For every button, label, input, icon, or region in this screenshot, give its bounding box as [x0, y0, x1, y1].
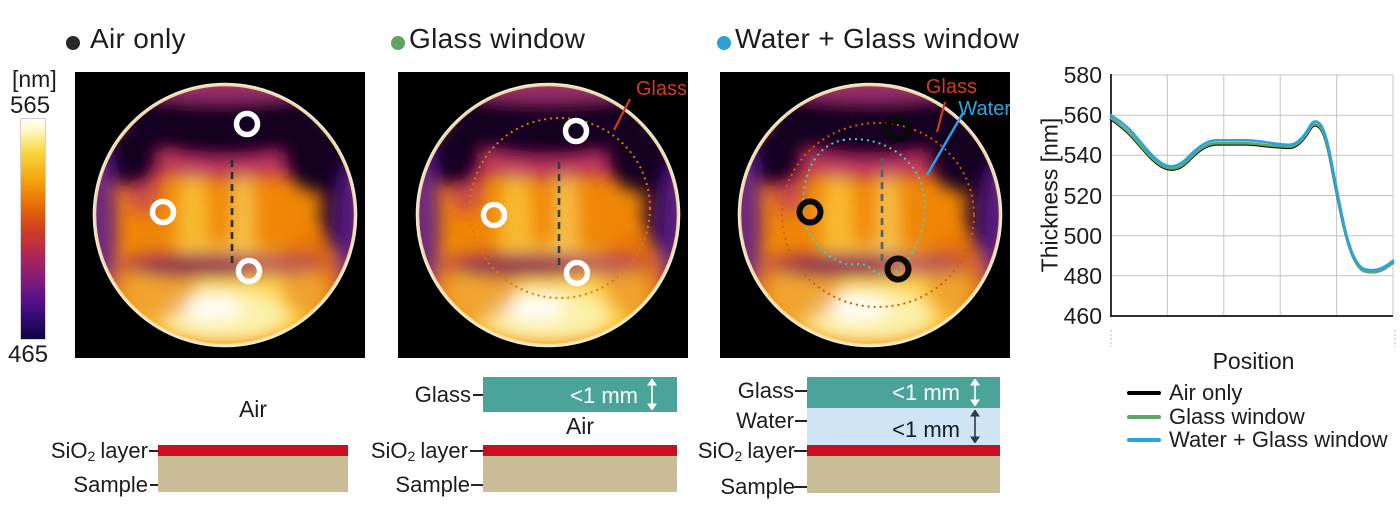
sio2-prefix: SiO — [697, 438, 735, 463]
leader-tick — [795, 420, 807, 422]
leader-tick — [794, 486, 807, 488]
marker-ring — [884, 255, 912, 283]
legend-swatch-air-only — [1127, 391, 1161, 395]
schematic3-sample-label: Sample — [720, 474, 795, 499]
schematic2-sio2-label: SiO2 layer — [340, 438, 468, 464]
x-axis-title: Position — [1212, 348, 1295, 374]
marker-ring — [235, 257, 263, 285]
schematic3-water-thickness: <1 mm — [892, 417, 960, 442]
glass-outline-dotted — [469, 117, 651, 299]
schematic3-sio2-layer — [807, 445, 1000, 456]
y-axis-tick-label: 540 — [1063, 142, 1102, 169]
marker-ring — [233, 110, 261, 138]
sio2-suffix: layer — [420, 438, 468, 463]
leader-tick — [473, 394, 483, 396]
marker-ring — [149, 198, 177, 226]
sio2-subscript: 2 — [734, 448, 743, 464]
schematic2-glass-layer — [483, 377, 677, 412]
panel-title-water-glass-window: Water + Glass window — [735, 23, 1020, 54]
y-axis-tick-label: 480 — [1063, 262, 1102, 289]
sio2-suffix: layer — [100, 438, 148, 463]
schematic1-sio2-label: SiO2 layer — [20, 438, 148, 464]
thickness-map-air-only — [75, 72, 365, 358]
thickness-map-water-glass-window: Glass Water — [720, 72, 1010, 358]
schematic2-air-label: Air — [565, 413, 595, 439]
glass-outline-dotted — [781, 122, 975, 308]
water-leader-line — [925, 112, 965, 176]
thickness-position-chart — [1109, 74, 1396, 347]
sio2-subscript: 2 — [87, 448, 96, 464]
schematic3-sample-layer — [807, 456, 1000, 493]
glass-window-bullet-icon — [391, 36, 405, 50]
glass-annotation-label: Glass — [926, 76, 977, 98]
panel-title-air-only: Air only — [90, 23, 186, 54]
schematic1-sample-layer — [158, 456, 348, 492]
scan-line-and-markers: Glass Water — [781, 76, 1010, 308]
legend-label-air-only: Air only — [1169, 380, 1243, 405]
schematic3-sio2-label: SiO2 layer — [667, 438, 795, 464]
sio2-prefix: SiO — [50, 438, 88, 463]
water-glass-window-bullet-icon — [717, 36, 731, 50]
glass-leader-line — [613, 98, 631, 131]
scan-line-and-markers — [149, 110, 263, 285]
leader-tick — [470, 450, 483, 452]
marker-ring — [562, 117, 590, 145]
glass-leader-line — [935, 101, 947, 133]
leader-tick — [794, 450, 807, 452]
colorbar-max-label: 565 — [10, 92, 51, 119]
panel-title-glass-window: Glass window — [409, 23, 586, 54]
schematic3-water-layer — [807, 408, 1000, 445]
leader-tick — [795, 390, 807, 392]
schematic1-sample-label: Sample — [73, 472, 148, 497]
marker-ring — [796, 198, 824, 226]
colorbar-min-label: 465 — [8, 341, 49, 368]
legend-label-water-glass-window: Water + Glass window — [1169, 427, 1388, 452]
leader-tick — [149, 450, 158, 452]
legend-label-glass-window: Glass window — [1169, 404, 1305, 429]
schematic2-sample-layer — [483, 456, 677, 492]
y-axis-tick-label: 520 — [1063, 182, 1102, 209]
schematic1-sio2-layer — [158, 445, 348, 456]
marker-ring — [563, 259, 591, 287]
y-axis-tick-label: 560 — [1063, 102, 1102, 129]
schematic3-glass-label: Glass — [737, 378, 794, 403]
schematic3-glass-thickness: <1 mm — [892, 380, 960, 405]
sio2-suffix: layer — [747, 438, 795, 463]
schematic2-sample-label: Sample — [395, 472, 470, 497]
double-arrow-icon — [970, 410, 980, 443]
y-axis-tick-label: 460 — [1063, 303, 1102, 329]
schematic2-sio2-layer — [483, 445, 677, 456]
schematic3-glass-layer — [807, 377, 1000, 408]
legend-swatch-water-glass-window — [1127, 438, 1161, 442]
marker-ring — [884, 115, 912, 143]
double-arrow-icon — [647, 379, 657, 410]
glass-annotation-label: Glass — [636, 78, 687, 100]
thickness-map-glass-window: Glass — [398, 72, 688, 358]
series-line-water-glass-window — [1109, 113, 1395, 272]
marker-ring — [480, 201, 508, 229]
schematic1-air-label: Air — [238, 396, 268, 422]
scan-line-and-markers: Glass — [469, 78, 687, 299]
y-axis-tick-label: 580 — [1063, 62, 1102, 88]
leader-tick — [471, 484, 483, 486]
air-only-bullet-icon — [66, 36, 80, 50]
schematic2-glass-thickness: <1 mm — [570, 383, 638, 408]
water-annotation-label: Water — [958, 98, 1010, 120]
sio2-subscript: 2 — [407, 448, 416, 464]
double-arrow-icon — [970, 379, 980, 406]
colorbar-unit-label: [nm] — [12, 66, 57, 92]
sio2-prefix: SiO — [370, 438, 408, 463]
schematic3-water-label: Water — [736, 408, 794, 433]
colorbar-gradient — [20, 118, 46, 340]
leader-tick — [150, 484, 158, 486]
y-axis-tick-label: 500 — [1063, 222, 1102, 249]
schematic2-glass-label: Glass — [414, 382, 471, 407]
legend-swatch-glass-window — [1127, 415, 1161, 419]
